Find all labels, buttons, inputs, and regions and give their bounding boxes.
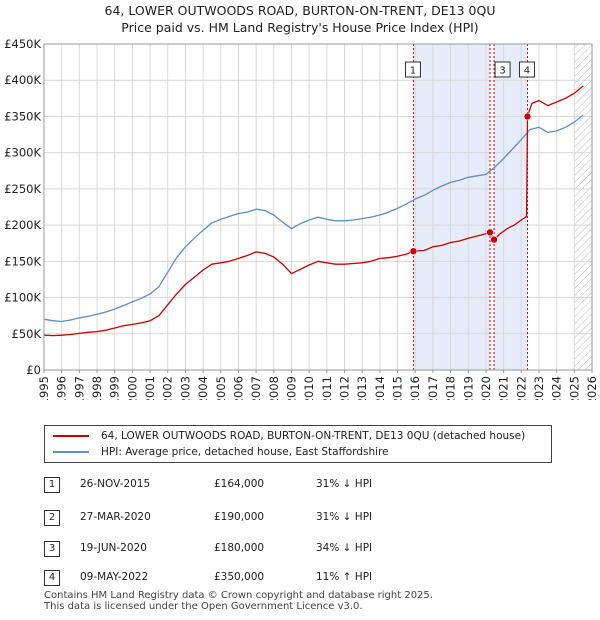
x-tick-label: 2019 xyxy=(461,376,475,400)
x-tick-label: 2000 xyxy=(125,376,139,400)
transaction-number: 4 xyxy=(44,570,60,586)
y-tick-label: £150K xyxy=(4,254,41,268)
marker-box: 3 xyxy=(494,61,511,78)
legend-label-hpi: HPI: Average price, detached house, East… xyxy=(101,446,389,458)
shaded-period xyxy=(494,44,528,370)
marker-box-label: 1 xyxy=(410,66,416,77)
x-tick-label: 2004 xyxy=(196,376,210,400)
chart-title: 64, LOWER OUTWOODS ROAD, BURTON-ON-TRENT… xyxy=(104,3,496,18)
hpi-line xyxy=(44,114,584,323)
marker-box: 4 xyxy=(518,61,535,78)
transaction-point xyxy=(490,235,498,244)
footer-licence: This data is licensed under the Open Gov… xyxy=(44,601,363,612)
x-tick-label: 2013 xyxy=(355,376,369,400)
x-tick-label: 2016 xyxy=(408,376,422,400)
y-tick-label: £0 xyxy=(26,363,41,377)
x-tick-label: 2007 xyxy=(249,376,263,400)
transaction-date: 27-MAR-2020 xyxy=(80,511,151,523)
transaction-point xyxy=(486,228,494,237)
y-tick-label: £450K xyxy=(4,37,41,51)
table-row: 1 26-NOV-2015 £164,000 31% ↓ HPI xyxy=(0,474,600,496)
footer-copyright: Contains HM Land Registry data © Crown c… xyxy=(44,590,433,601)
transaction-price: £180,000 xyxy=(214,542,265,554)
x-tick-label: 2009 xyxy=(284,376,298,400)
x-tick-label: 1995 xyxy=(37,376,51,400)
chart-subtitle: Price paid vs. HM Land Registry's House … xyxy=(121,20,479,35)
legend-label-price: 64, LOWER OUTWOODS ROAD, BURTON-ON-TRENT… xyxy=(101,430,526,442)
x-tick-label: 2001 xyxy=(143,376,157,400)
x-tick-label: 1998 xyxy=(90,376,104,400)
transaction-date: 26-NOV-2015 xyxy=(80,478,151,490)
transaction-hpi: 31% ↓ HPI xyxy=(316,511,373,523)
x-tick-label: 2017 xyxy=(426,376,440,400)
y-tick-label: £50K xyxy=(12,327,42,341)
transaction-date: 09-MAY-2022 xyxy=(80,571,149,583)
transaction-point xyxy=(523,112,532,121)
transaction-date: 19-JUN-2020 xyxy=(80,542,147,554)
y-tick-label: £100K xyxy=(4,291,41,305)
x-tick-label: 2008 xyxy=(267,376,281,400)
table-row: 2 27-MAR-2020 £190,000 31% ↓ HPI xyxy=(0,507,600,529)
x-tick-label: 2023 xyxy=(532,376,546,400)
x-tick-label: 2002 xyxy=(161,376,175,400)
legend-swatch-price xyxy=(53,435,89,437)
y-tick-label: £400K xyxy=(4,73,41,87)
x-tick-label: 2015 xyxy=(391,376,405,400)
transaction-number: 1 xyxy=(44,477,60,493)
transaction-price: £190,000 xyxy=(214,511,265,523)
legend: 64, LOWER OUTWOODS ROAD, BURTON-ON-TRENT… xyxy=(44,425,552,463)
y-tick-label: £350K xyxy=(4,109,41,123)
x-tick-label: 2024 xyxy=(550,376,564,400)
legend-item-hpi: HPI: Average price, detached house, East… xyxy=(53,444,389,460)
transaction-hpi: 34% ↓ HPI xyxy=(316,542,373,554)
x-tick-label: 1999 xyxy=(108,376,122,400)
marker-box-frame xyxy=(518,61,535,78)
transaction-price: £164,000 xyxy=(214,478,265,490)
marker-box-label: 4 xyxy=(524,66,530,77)
x-tick-label: 2003 xyxy=(178,376,192,400)
marker-box-frame xyxy=(404,61,421,78)
x-tick-label: 2005 xyxy=(214,376,228,400)
transaction-number: 2 xyxy=(44,510,60,526)
x-tick-label: 1997 xyxy=(72,376,86,400)
legend-swatch-hpi xyxy=(53,451,89,453)
table-row: 4 09-MAY-2022 £350,000 11% ↑ HPI xyxy=(0,567,600,589)
x-tick-label: 2021 xyxy=(497,376,511,400)
y-tick-label: £250K xyxy=(4,182,41,196)
x-tick-label: 2026 xyxy=(585,376,599,400)
y-tick-label: £300K xyxy=(4,146,41,160)
transaction-point xyxy=(409,247,418,255)
x-tick-label: 2022 xyxy=(514,376,528,400)
x-tick-label: 2006 xyxy=(231,376,245,400)
transaction-price: £350,000 xyxy=(214,571,265,583)
x-tick-label: 2025 xyxy=(567,376,581,400)
x-tick-label: 2010 xyxy=(302,376,316,400)
y-tick-label: £200K xyxy=(4,218,41,232)
price-paid-line xyxy=(44,85,584,337)
price-chart: 1 3 4 £0 £50K £100K £150K £200K £250K £300K £350K… xyxy=(4,37,599,400)
transaction-hpi: 31% ↓ HPI xyxy=(316,478,373,490)
x-tick-label: 1996 xyxy=(55,376,69,400)
marker-box-label: 3 xyxy=(499,66,505,77)
marker-box: 1 xyxy=(404,61,421,78)
x-tick-label: 2020 xyxy=(479,376,493,400)
transaction-number: 3 xyxy=(44,541,60,557)
forecast-hatch xyxy=(574,44,592,370)
table-row: 3 19-JUN-2020 £180,000 34% ↓ HPI xyxy=(0,538,600,560)
x-tick-label: 2014 xyxy=(373,376,387,400)
footer: Contains HM Land Registry data © Crown c… xyxy=(44,590,433,612)
shaded-period xyxy=(413,44,491,370)
marker-box-frame xyxy=(494,61,511,78)
plot-frame xyxy=(43,43,593,371)
x-tick-label: 2018 xyxy=(444,376,458,400)
legend-item-price-paid: 64, LOWER OUTWOODS ROAD, BURTON-ON-TRENT… xyxy=(53,428,525,444)
transaction-hpi: 11% ↑ HPI xyxy=(316,571,373,583)
x-tick-label: 2012 xyxy=(338,376,352,400)
x-tick-label: 2011 xyxy=(320,376,334,400)
